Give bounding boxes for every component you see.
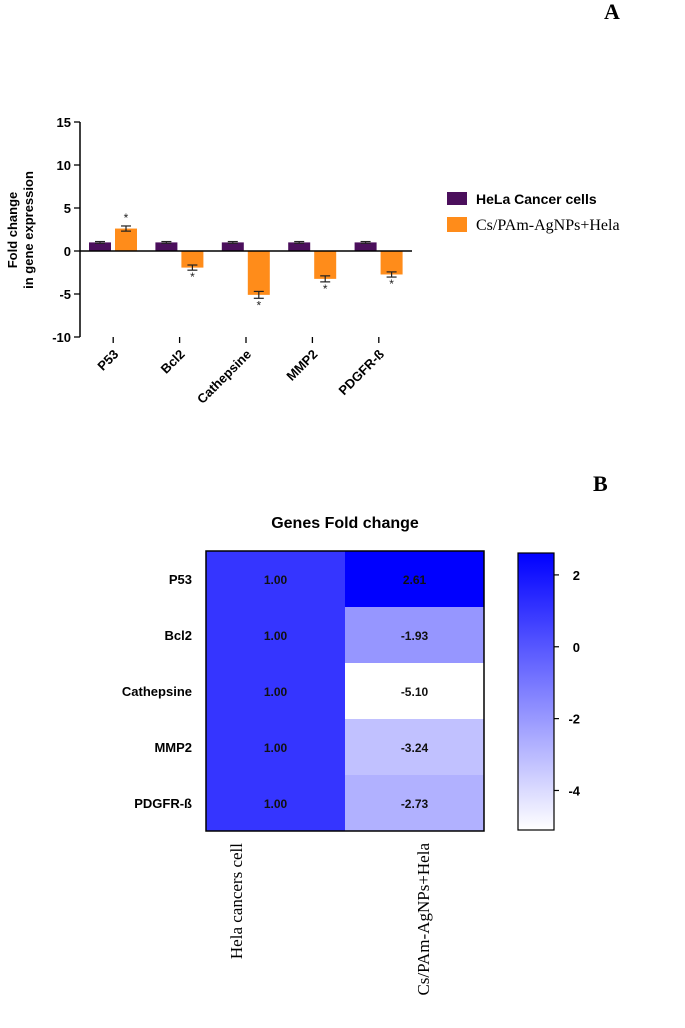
x-axis-ticks: P53 Bcl2 Cathepsine MMP2 PDGFR-ß bbox=[94, 337, 387, 407]
x-tick-label: MMP2 bbox=[283, 347, 320, 384]
heatmap-value: 1.00 bbox=[264, 685, 288, 699]
heatmap-row-labels: P53 Bcl2 Cathepsine MMP2 PDGFR-ß bbox=[122, 572, 192, 811]
colorbar-tick-label: 2 bbox=[573, 568, 580, 583]
significance-star: * bbox=[323, 282, 328, 296]
y-axis-label-line2: in gene expression bbox=[21, 171, 36, 289]
y-axis-label-line1: Fold change bbox=[5, 192, 20, 269]
bar-treated bbox=[247, 251, 270, 295]
panel-b-label: B bbox=[593, 471, 608, 496]
legend-label-hela: HeLa Cancer cells bbox=[476, 191, 597, 207]
heatmap-cell bbox=[206, 719, 346, 776]
significance-star: * bbox=[389, 277, 394, 291]
heatmap-row-label: PDGFR-ß bbox=[134, 796, 192, 811]
bar-treated bbox=[380, 251, 403, 275]
bar-treated bbox=[181, 251, 204, 268]
heatmap-cell bbox=[345, 551, 485, 608]
heatmap-value: 2.61 bbox=[403, 573, 427, 587]
bar-hela bbox=[89, 242, 111, 251]
colorbar-tick-label: 0 bbox=[573, 640, 580, 655]
y-tick-label: -5 bbox=[59, 287, 71, 302]
column-label-hela: Hela cancers cell bbox=[227, 843, 246, 959]
x-tick-label: Bcl2 bbox=[158, 347, 188, 377]
significance-star: * bbox=[190, 270, 195, 284]
heatmap-cell bbox=[206, 607, 346, 664]
significance-star: * bbox=[256, 298, 261, 312]
legend-swatch-treated bbox=[447, 217, 467, 232]
legend-label-treated: Cs/PAm-AgNPs+Hela bbox=[476, 217, 620, 234]
colorbar-tick-label: -2 bbox=[568, 712, 580, 727]
y-tick-label: -10 bbox=[52, 330, 71, 345]
heatmap-row-label: Cathepsine bbox=[122, 684, 192, 699]
bar-hela bbox=[221, 242, 244, 251]
y-axis-ticks: 15 10 5 0 -5 -10 bbox=[52, 115, 80, 345]
bar-treated bbox=[314, 251, 337, 279]
colorbar-tick-label: -4 bbox=[568, 783, 580, 798]
heatmap-value: -5.10 bbox=[401, 685, 429, 699]
heatmap-row-label: P53 bbox=[169, 572, 192, 587]
x-tick-label: PDGFR-ß bbox=[335, 346, 386, 397]
heatmap-cell bbox=[345, 775, 485, 832]
heatmap-value: 1.00 bbox=[264, 797, 288, 811]
heatmap-title: Genes Fold change bbox=[271, 515, 419, 532]
y-tick-label: 10 bbox=[57, 158, 71, 173]
bar-hela bbox=[354, 242, 377, 251]
x-tick-label: Cathepsine bbox=[194, 347, 254, 407]
y-tick-label: 5 bbox=[64, 201, 71, 216]
colorbar bbox=[517, 552, 555, 831]
panel-a-label: A bbox=[604, 0, 620, 24]
heatmap-value: 1.00 bbox=[264, 741, 288, 755]
heatmap-cell bbox=[345, 719, 485, 776]
heatmap-value: 1.00 bbox=[264, 629, 288, 643]
column-label-treated: Cs/PAm-AgNPs+Hela bbox=[414, 843, 433, 996]
bar-hela bbox=[155, 242, 178, 251]
heatmap-cell bbox=[345, 607, 485, 664]
heatmap-cells: 1.00 2.61 1.00 -1.93 1.00 -5.10 1.00 -3.24 1.00 -… bbox=[206, 551, 485, 832]
heatmap-cell bbox=[206, 551, 346, 608]
heatmap-cell bbox=[345, 663, 485, 720]
heatmap-value: -3.24 bbox=[401, 741, 429, 755]
heatmap-value: -1.93 bbox=[401, 629, 429, 643]
significance-star: * bbox=[124, 211, 129, 225]
heatmap-row-label: Bcl2 bbox=[165, 628, 192, 643]
y-tick-label: 15 bbox=[57, 115, 71, 130]
heatmap-value: -2.73 bbox=[401, 797, 429, 811]
x-tick-label: P53 bbox=[94, 347, 121, 374]
bar-hela bbox=[288, 242, 311, 251]
bar-treated bbox=[115, 228, 137, 251]
heatmap-border bbox=[205, 550, 485, 832]
heatmap-value: 1.00 bbox=[264, 573, 288, 587]
y-tick-label: 0 bbox=[64, 244, 71, 259]
heatmap-cell bbox=[206, 663, 346, 720]
bar-marks: * * * * * bbox=[89, 211, 403, 312]
heatmap-row-label: MMP2 bbox=[154, 740, 192, 755]
heatmap-cell bbox=[206, 775, 346, 832]
heatmap: Genes Fold change 1.00 2.61 1.00 -1.93 1.00 -… bbox=[122, 515, 581, 996]
colorbar-ticks: 2 0 -2 -4 bbox=[554, 568, 581, 798]
legend: HeLa Cancer cells Cs/PAm-AgNPs+Hela bbox=[447, 191, 620, 234]
legend-swatch-hela bbox=[447, 192, 467, 205]
